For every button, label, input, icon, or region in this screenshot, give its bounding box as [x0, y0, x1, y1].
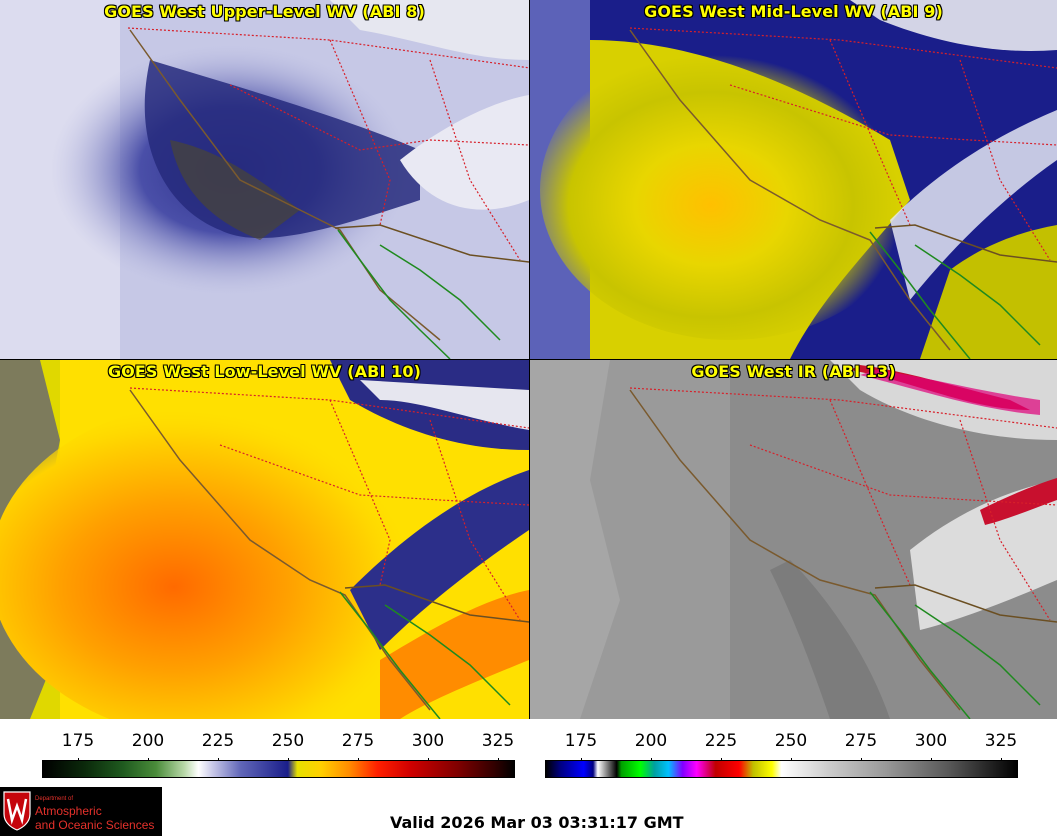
panel-low-level-wv: GOES West Low-Level WV (ABI 10) [0, 360, 529, 719]
ir-image [530, 360, 1057, 719]
aos-logo: Department of Atmospheric and Oceanic Sc… [0, 787, 162, 836]
panel-mid-level-wv: GOES West Mid-Level WV (ABI 9) [530, 0, 1057, 359]
panel-title: GOES West Upper-Level WV (ABI 8) [104, 2, 425, 21]
uw-crest-icon [3, 791, 31, 831]
colorbar-ir-gradient [545, 760, 1018, 778]
panel-ir: GOES West IR (ABI 13) [530, 360, 1057, 719]
colorbar-tick-label: 200 [131, 731, 165, 751]
low-level-wv-image [0, 360, 529, 719]
colorbar-tick-label: 225 [201, 731, 235, 751]
colorbar-wv: 175 200 225 250 275 300 325 [0, 722, 529, 780]
mid-level-wv-image [530, 0, 1057, 359]
colorbar-ir: 175 200 225 250 275 300 325 [530, 722, 1057, 780]
logo-text: Atmospheric [35, 804, 102, 818]
colorbar-tick-label: 300 [411, 731, 445, 751]
logo-text: and Oceanic Sciences [35, 818, 155, 832]
colorbar-tick-label: 325 [984, 731, 1018, 751]
colorbar-tick-label: 175 [61, 731, 95, 751]
panel-title: GOES West Low-Level WV (ABI 10) [107, 362, 422, 381]
colorbar-tick-label: 175 [564, 731, 598, 751]
panel-divider-horizontal [0, 359, 1057, 360]
colorbar-tick-label: 275 [341, 731, 375, 751]
colorbar-tick-label: 250 [774, 731, 808, 751]
colorbar-tick-label: 200 [634, 731, 668, 751]
logo-text: Department of [35, 796, 74, 802]
colorbar-tick-label: 225 [704, 731, 738, 751]
colorbar-tick-label: 325 [481, 731, 515, 751]
colorbar-tick-label: 250 [271, 731, 305, 751]
valid-timestamp: Valid 2026 Mar 03 03:31:17 GMT [390, 813, 684, 832]
upper-level-wv-image [0, 0, 529, 359]
colorbar-tick-label: 275 [844, 731, 878, 751]
colorbar-wv-gradient [42, 760, 515, 778]
colorbar-tick-label: 300 [914, 731, 948, 751]
panel-title: GOES West Mid-Level WV (ABI 9) [644, 2, 943, 21]
panel-title: GOES West IR (ABI 13) [691, 362, 896, 381]
panel-upper-level-wv: GOES West Upper-Level WV (ABI 8) [0, 0, 529, 359]
